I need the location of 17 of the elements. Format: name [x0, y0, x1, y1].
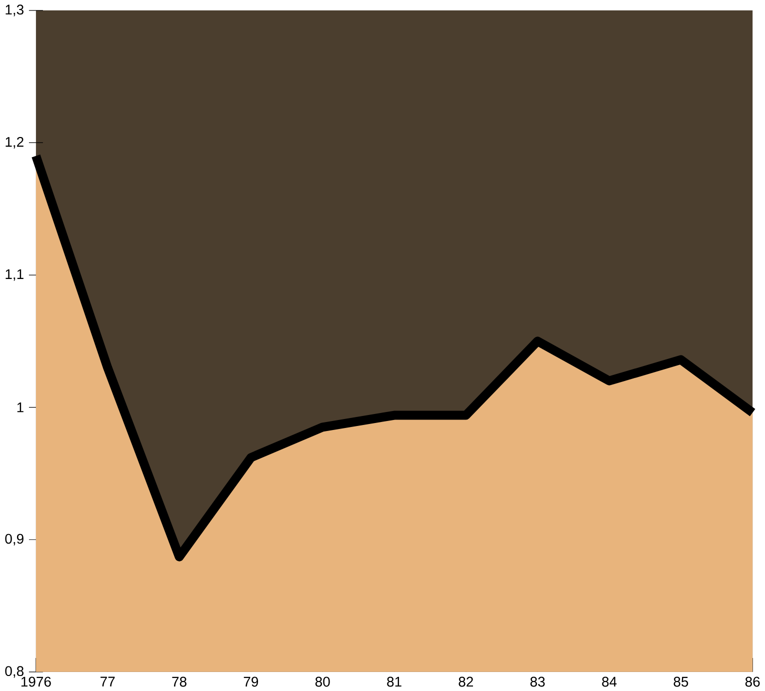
y-tick-label: 1,2 — [6, 136, 24, 148]
y-tick-label: 1 — [17, 402, 24, 412]
x-tick-label: 85 — [674, 676, 688, 687]
y-tick-label: 1,3 — [6, 4, 24, 16]
y-tick-label: 1,1 — [6, 269, 24, 281]
x-tick-label: 81 — [387, 676, 402, 687]
y-tick-label: 0,9 — [5, 534, 24, 546]
x-tick-label: 79 — [244, 676, 258, 687]
x-tick-label: 80 — [315, 676, 330, 687]
x-tick-label: 78 — [172, 676, 186, 687]
x-tick-label: 1976 — [21, 676, 51, 687]
x-tick-label: 83 — [530, 676, 545, 687]
x-tick-label: 82 — [458, 676, 473, 687]
x-tick-label: 86 — [745, 676, 760, 687]
y-tick-label: 0,8 — [5, 666, 24, 678]
x-tick-label: 84 — [602, 676, 617, 687]
x-tick-label: 77 — [100, 676, 115, 686]
